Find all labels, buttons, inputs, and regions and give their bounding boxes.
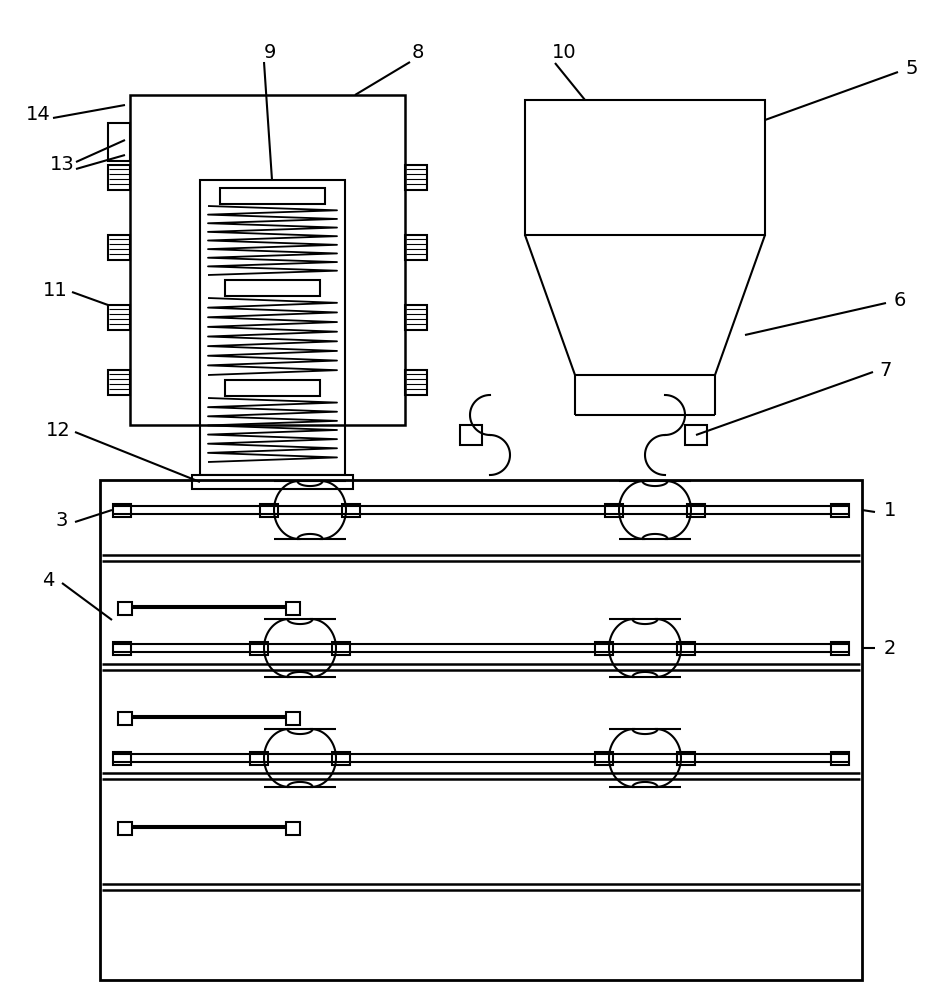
Bar	[286, 601, 300, 614]
Bar	[831, 504, 849, 516]
Text: 9: 9	[264, 42, 276, 62]
Bar	[118, 712, 132, 724]
Bar	[260, 504, 278, 516]
Bar	[250, 642, 268, 654]
Bar	[677, 752, 695, 764]
Bar	[113, 504, 131, 516]
Text: 1: 1	[884, 500, 896, 520]
Text: 14: 14	[25, 105, 50, 124]
Bar	[342, 504, 360, 516]
Bar	[108, 305, 130, 330]
Bar	[677, 642, 695, 654]
Bar	[225, 380, 320, 396]
Bar	[595, 642, 613, 654]
Text: 2: 2	[884, 639, 896, 658]
Bar	[108, 123, 130, 161]
Bar	[685, 425, 707, 445]
Bar	[595, 752, 613, 764]
Text: 4: 4	[41, 570, 55, 589]
Bar	[286, 712, 300, 724]
Bar	[192, 475, 353, 489]
Bar	[108, 165, 130, 190]
Text: 12: 12	[45, 420, 71, 440]
Bar	[405, 305, 427, 330]
Bar	[605, 504, 623, 516]
Text: 11: 11	[42, 280, 68, 300]
Bar	[332, 642, 350, 654]
Bar	[286, 822, 300, 834]
Bar	[332, 752, 350, 764]
Bar	[405, 235, 427, 260]
Text: 5: 5	[906, 58, 918, 78]
Bar	[108, 370, 130, 395]
Bar	[225, 280, 320, 296]
Bar	[100, 480, 862, 980]
Bar	[405, 370, 427, 395]
Text: 13: 13	[50, 155, 74, 174]
Bar	[250, 752, 268, 764]
Bar	[118, 601, 132, 614]
Bar	[130, 95, 405, 425]
Text: 8: 8	[412, 42, 424, 62]
Text: 3: 3	[56, 510, 68, 530]
Bar	[113, 642, 131, 654]
Bar	[460, 425, 482, 445]
Bar	[525, 100, 765, 235]
Text: 10: 10	[552, 42, 577, 62]
Bar	[687, 504, 705, 516]
Text: 6: 6	[894, 290, 906, 310]
Bar	[118, 822, 132, 834]
Bar	[113, 752, 131, 764]
Text: 7: 7	[880, 360, 892, 379]
Bar	[200, 180, 345, 475]
Bar	[220, 188, 325, 204]
Bar	[831, 642, 849, 654]
Bar	[831, 752, 849, 764]
Bar	[108, 235, 130, 260]
Bar	[405, 165, 427, 190]
